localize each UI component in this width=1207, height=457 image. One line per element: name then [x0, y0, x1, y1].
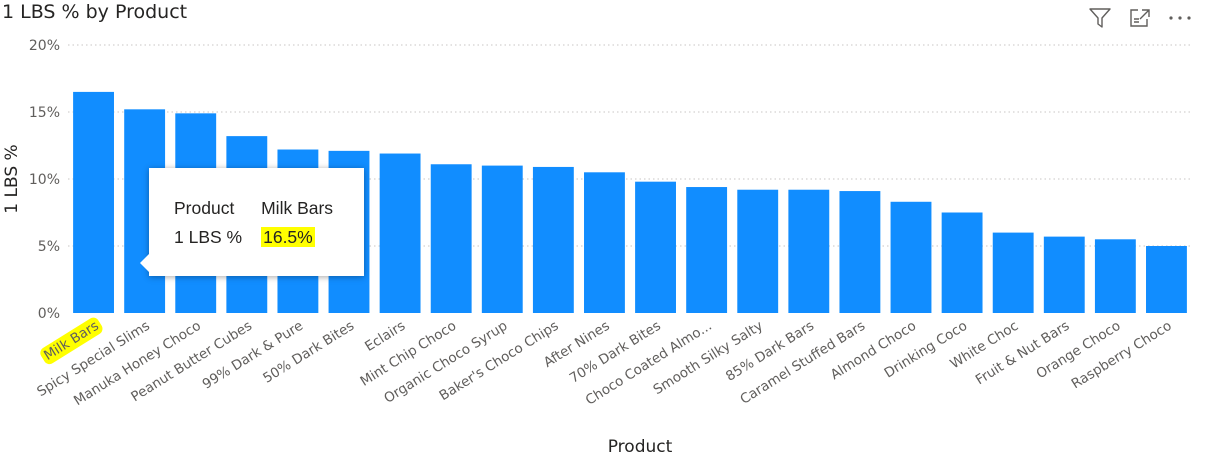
tooltip-measure-value: 16.5%: [261, 227, 315, 247]
x-tick-label-group: 50% Dark Bites: [260, 318, 357, 387]
bar[interactable]: [1094, 239, 1136, 313]
bar[interactable]: [941, 212, 983, 314]
y-tick-label: 5%: [38, 239, 60, 255]
bar[interactable]: [992, 232, 1034, 313]
bar[interactable]: [584, 172, 625, 313]
category-highlight: [40, 317, 103, 365]
bar[interactable]: [73, 91, 114, 314]
y-tick-label: 10%: [29, 172, 60, 188]
x-tick-label[interactable]: 50% Dark Bites: [260, 318, 357, 387]
tooltip: Product Milk Bars 1 LBS % 16.5%: [140, 168, 364, 276]
bar[interactable]: [481, 165, 523, 313]
tooltip-measure-label: 1 LBS %: [174, 227, 243, 247]
y-tick-label: 15%: [29, 105, 60, 121]
bar[interactable]: [635, 181, 676, 313]
x-axis-title: Product: [608, 437, 673, 457]
tooltip-field-label: Product: [174, 198, 235, 218]
bar[interactable]: [788, 189, 830, 313]
bar[interactable]: [890, 201, 932, 313]
x-tick-label-group: Almond Choco: [828, 318, 919, 383]
tooltip-field-value: Milk Bars: [261, 198, 334, 218]
bar[interactable]: [737, 189, 779, 313]
bar[interactable]: [1146, 246, 1187, 313]
bar[interactable]: [1043, 236, 1085, 313]
bar[interactable]: [839, 191, 881, 313]
focus-mode-icon[interactable]: [1127, 6, 1153, 30]
y-axis-title: 1 LBS %: [2, 144, 22, 213]
filter-icon[interactable]: [1087, 6, 1113, 30]
bar[interactable]: [532, 166, 574, 313]
visual-header-toolbar: [1087, 6, 1193, 30]
y-tick-label: 0%: [38, 306, 60, 322]
x-tick-label[interactable]: Almond Choco: [828, 318, 919, 383]
bar[interactable]: [430, 164, 472, 313]
more-options-icon[interactable]: [1167, 6, 1193, 30]
bar[interactable]: [379, 153, 421, 313]
bar[interactable]: [686, 187, 728, 313]
y-tick-label: 20%: [29, 38, 60, 54]
chart-title: 1 LBS % by Product: [2, 1, 188, 23]
